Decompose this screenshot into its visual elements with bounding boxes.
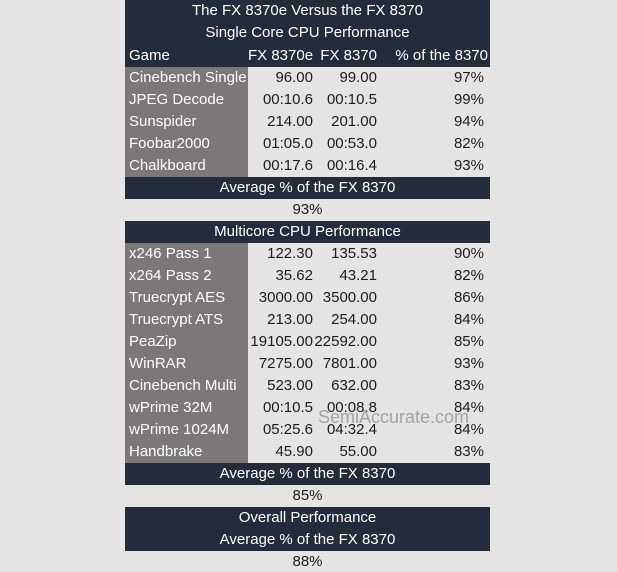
table-row: Foobar2000 01:05.0 00:53.0 82% (125, 133, 490, 155)
cell-game-name: Cinebench Multi (125, 375, 248, 397)
cell-fx8370-value: 04:32.4 (326, 421, 377, 438)
cell-fx8370e-value: 05:25.6 (262, 421, 313, 438)
table-row: JPEG Decode 00:10.6 00:10.5 99% (125, 89, 490, 111)
multicore-rows: x246 Pass 1 122.30 135.53 90% x264 Pass … (125, 243, 490, 463)
single-core-average-label-bar: Average % of the FX 8370 (125, 177, 490, 199)
cell-percent-value: 82% (453, 135, 484, 152)
table-row: Cinebench Multi 523.00 632.00 83% (125, 375, 490, 397)
cell-fx8370-value: 135.53 (331, 245, 377, 262)
cell-fx8370-value: 00:16.4 (326, 157, 377, 174)
cell-fx8370-value: 632.00 (331, 377, 377, 394)
table-row: Truecrypt AES 3000.00 3500.00 86% (125, 287, 490, 309)
overall-performance-title: Overall Performance (238, 509, 377, 526)
cell-fx8370-value: 254.00 (331, 311, 377, 328)
cell-percent-value: 86% (453, 289, 484, 306)
cell-fx8370e-value: 214.00 (267, 113, 313, 130)
cell-percent-value: 93% (453, 355, 484, 372)
column-header-fx8370: FX 8370 (320, 47, 377, 64)
cell-fx8370-value: 55.00 (339, 443, 377, 460)
table-row: Handbrake 45.90 55.00 83% (125, 441, 490, 463)
column-header-fx8370e: FX 8370e (248, 47, 314, 64)
table-row: WinRAR 7275.00 7801.00 93% (125, 353, 490, 375)
single-core-average-value: 93% (292, 201, 323, 218)
cell-fx8370-value: 201.00 (331, 113, 377, 130)
table-title: The FX 8370e Versus the FX 8370 (125, 0, 490, 22)
cell-fx8370-value: 3500.00 (322, 289, 377, 306)
cell-game-name: Sunspider (125, 111, 248, 133)
cell-game-name: x246 Pass 1 (125, 243, 248, 265)
cell-percent-value: 82% (453, 267, 484, 284)
cell-percent-value: 90% (453, 245, 484, 262)
cell-percent-value: 84% (453, 399, 484, 416)
cell-game-name: JPEG Decode (125, 89, 248, 111)
cell-fx8370e-value: 01:05.0 (262, 135, 313, 152)
cell-percent-value: 83% (453, 443, 484, 460)
multicore-average-label-bar: Average % of the FX 8370 (125, 463, 490, 485)
cell-fx8370e-value: 7275.00 (258, 355, 313, 372)
section-single-core-title: Single Core CPU Performance (125, 22, 490, 44)
table-row: wPrime 32M 00:10.5 00:08.8 84% (125, 397, 490, 419)
cell-game-name: Truecrypt ATS (125, 309, 248, 331)
overall-average-value: 88% (292, 553, 323, 570)
table-row: x246 Pass 1 122.30 135.53 90% (125, 243, 490, 265)
column-header-percent: % of the 8370 (395, 47, 488, 64)
cell-game-name: wPrime 1024M (125, 419, 248, 441)
overall-average-label: Average % of the FX 8370 (219, 531, 396, 548)
cell-fx8370e-value: 00:10.6 (262, 91, 313, 108)
cell-game-name: Truecrypt AES (125, 287, 248, 309)
cell-fx8370e-value: 523.00 (267, 377, 313, 394)
cell-fx8370e-value: 45.90 (275, 443, 313, 460)
cell-game-name: x264 Pass 2 (125, 265, 248, 287)
cell-fx8370e-value: 213.00 (267, 311, 313, 328)
table-row: x264 Pass 2 35.62 43.21 82% (125, 265, 490, 287)
cell-fx8370e-value: 96.00 (275, 69, 313, 86)
cell-game-name: wPrime 32M (125, 397, 248, 419)
table-row: PeaZip 19105.00 22592.00 85% (125, 331, 490, 353)
cell-percent-value: 94% (453, 113, 484, 130)
table-row: Truecrypt ATS 213.00 254.00 84% (125, 309, 490, 331)
cell-fx8370-value: 00:53.0 (326, 135, 377, 152)
column-header-game: Game (129, 47, 170, 64)
multicore-average-value: 85% (292, 487, 323, 504)
single-core-rows: Cinebench Single 96.00 99.00 97% JPEG De… (125, 67, 490, 177)
cell-fx8370-value: 43.21 (339, 267, 377, 284)
cell-percent-value: 97% (453, 69, 484, 86)
table-row: Sunspider 214.00 201.00 94% (125, 111, 490, 133)
cell-fx8370e-value: 122.30 (267, 245, 313, 262)
table-row: Cinebench Single 96.00 99.00 97% (125, 67, 490, 89)
table-row: wPrime 1024M 05:25.6 04:32.4 84% (125, 419, 490, 441)
cell-fx8370-value: 7801.00 (322, 355, 377, 372)
cell-game-name: Chalkboard (125, 155, 248, 177)
column-header-row: Game FX 8370e FX 8370 % of the 8370 (125, 44, 490, 67)
table-row: Chalkboard 00:17.6 00:16.4 93% (125, 155, 490, 177)
cell-percent-value: 93% (453, 157, 484, 174)
cell-percent-value: 84% (453, 311, 484, 328)
cell-percent-value: 85% (453, 333, 484, 350)
cell-fx8370-value: 99.00 (339, 69, 377, 86)
cell-game-name: Foobar2000 (125, 133, 248, 155)
cell-game-name: PeaZip (125, 331, 248, 353)
cell-fx8370e-value: 35.62 (275, 267, 313, 284)
cell-fx8370e-value: 3000.00 (258, 289, 313, 306)
cell-fx8370e-value: 00:10.5 (262, 399, 313, 416)
benchmark-table: The FX 8370e Versus the FX 8370 Single C… (125, 0, 490, 572)
cell-fx8370-value: 00:08.8 (326, 399, 377, 416)
cell-fx8370e-value: 00:17.6 (262, 157, 313, 174)
cell-percent-value: 99% (453, 91, 484, 108)
overall-performance-block: Overall Performance Average % of the FX … (125, 507, 490, 551)
cell-fx8370-value: 00:10.5 (326, 91, 377, 108)
cell-percent-value: 84% (453, 421, 484, 438)
cell-game-name: Handbrake (125, 441, 248, 463)
cell-fx8370-value: 22592.00 (314, 333, 377, 350)
cell-game-name: Cinebench Single (125, 67, 248, 89)
section-multicore-title: Multicore CPU Performance (125, 221, 490, 243)
cell-percent-value: 83% (453, 377, 484, 394)
cell-fx8370e-value: 19105.00 (250, 333, 313, 350)
cell-game-name: WinRAR (125, 353, 248, 375)
